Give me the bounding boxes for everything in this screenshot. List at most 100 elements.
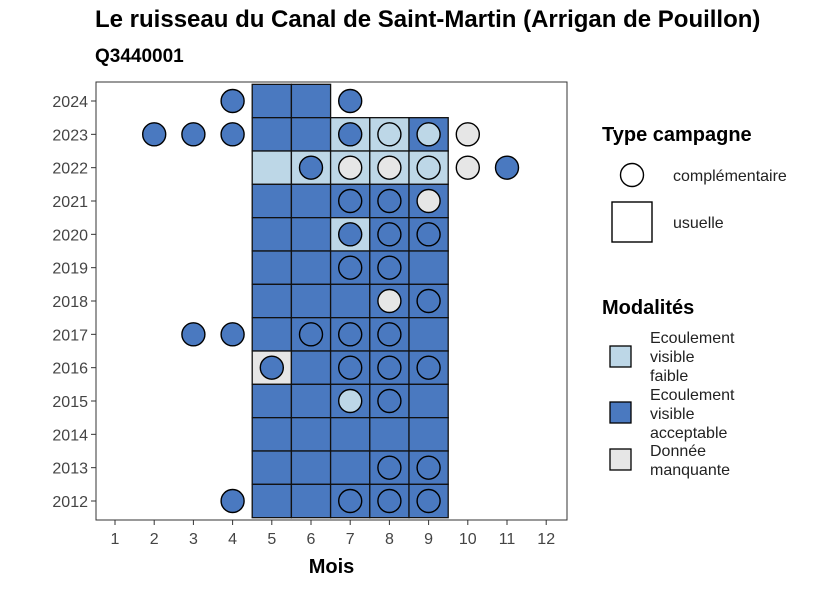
- complementaire-point-2021-7: [338, 188, 363, 214]
- legend-label-nd: Donnée: [650, 443, 706, 460]
- complementaire-point-2012-4: [220, 488, 245, 514]
- complementaire-point-2012-7: [338, 488, 363, 514]
- usuelle-cell-2021-5: [251, 183, 293, 219]
- complementaire-point-2016-9: [416, 355, 441, 380]
- usuelle-cell-2015-9: [408, 383, 449, 419]
- usuelle-cell-2018-6: [290, 283, 332, 319]
- complementaire-point-2022-8: [377, 155, 402, 180]
- legend-swatch-nd: [609, 448, 632, 471]
- complementaire-point-2021-9: [416, 188, 441, 214]
- complementaire-point-2013-8: [377, 455, 402, 480]
- legend-type-title: Type campagne: [602, 124, 752, 146]
- legend-usuelle-key: [611, 201, 653, 243]
- y-tick-label: 2019: [52, 261, 88, 278]
- complementaire-point-2019-7: [338, 255, 363, 280]
- complementaire-point-2023-9: [416, 122, 441, 147]
- complementaire-point-2023-3: [181, 122, 206, 147]
- usuelle-cell-2013-5: [251, 450, 293, 485]
- legend-label-acc: Ecoulement: [650, 387, 735, 404]
- complementaire-point-2022-6: [298, 155, 324, 180]
- complementaire-point-2022-11: [494, 155, 520, 180]
- complementaire-point-2017-3: [181, 322, 206, 347]
- complementaire-point-2020-8: [377, 222, 402, 247]
- complementaire-point-2016-8: [377, 355, 402, 380]
- complementaire-point-2013-9: [416, 455, 441, 480]
- y-tick-label: 2015: [52, 394, 88, 411]
- complementaire-point-2016-7: [338, 355, 363, 380]
- complementaire-point-2012-9: [416, 488, 441, 514]
- usuelle-cell-2017-9: [408, 317, 449, 352]
- legend-label-acc: visible: [650, 406, 695, 423]
- complementaire-point-2024-4: [220, 88, 245, 114]
- complementaire-point-2023-8: [377, 122, 402, 147]
- usuelle-cell-2020-5: [251, 217, 293, 252]
- usuelle-cell-2024-6: [290, 83, 332, 119]
- complementaire-point-2023-7: [338, 122, 363, 147]
- complementaire-point-2012-8: [377, 488, 402, 514]
- y-tick-label: 2024: [52, 94, 88, 111]
- y-tick-label: 2018: [52, 294, 88, 311]
- y-tick-label: 2016: [52, 361, 88, 378]
- chart-title: Le ruisseau du Canal de Saint-Martin (Ar…: [95, 6, 761, 33]
- complementaire-point-2019-8: [377, 255, 402, 280]
- usuelle-cell-2017-5: [251, 317, 293, 352]
- usuelle-cell-2019-6: [290, 250, 332, 285]
- x-tick-label: 2: [150, 531, 159, 548]
- y-tick-label: 2023: [52, 127, 88, 144]
- usuelle-cell-2024-5: [251, 83, 293, 119]
- complementaire-point-2017-6: [298, 322, 324, 347]
- complementaire-point-2023-10: [455, 122, 480, 147]
- x-axis-title: Mois: [309, 556, 355, 578]
- complementaire-point-2020-9: [416, 222, 441, 247]
- y-tick-label: 2012: [52, 494, 88, 511]
- complementaire-point-2023-2: [141, 122, 167, 147]
- usuelle-cell-2014-9: [408, 417, 449, 452]
- x-tick-label: 7: [346, 531, 355, 548]
- usuelle-cell-2013-7: [329, 450, 371, 485]
- complementaire-point-2022-7: [338, 155, 363, 180]
- usuelle-cell-2023-6: [290, 117, 332, 152]
- x-tick-label: 8: [385, 531, 394, 548]
- complementaire-point-2022-10: [455, 155, 480, 180]
- y-tick-label: 2021: [52, 194, 88, 211]
- complementaire-point-2016-5: [259, 355, 284, 380]
- complementaire-point-2024-7: [338, 88, 363, 114]
- usuelle-cell-2013-6: [290, 450, 332, 485]
- complementaire-point-2023-4: [220, 122, 245, 147]
- usuelle-cell-2014-6: [290, 417, 332, 452]
- x-tick-label: 9: [424, 531, 433, 548]
- complementaire-point-2020-7: [338, 222, 363, 247]
- legend-label-faible: Ecoulement: [650, 330, 735, 347]
- legend-swatch-faible: [609, 345, 632, 368]
- usuelle-cell-2015-5: [251, 383, 293, 419]
- usuelle-cell-2018-7: [329, 283, 371, 319]
- legend-swatch-acc: [609, 401, 632, 424]
- complementaire-point-2017-7: [338, 322, 363, 347]
- complementaire-point-2017-4: [220, 322, 245, 347]
- usuelle-cell-2022-5: [251, 150, 293, 185]
- legend-modalites-title: Modalités: [602, 297, 694, 319]
- usuelle-cell-2014-8: [369, 417, 410, 452]
- x-tick-label: 10: [459, 531, 477, 548]
- usuelle-cell-2014-5: [251, 417, 293, 452]
- complementaire-point-2015-7: [338, 388, 363, 414]
- x-tick-label: 6: [307, 531, 316, 548]
- usuelle-cell-2016-6: [290, 350, 332, 385]
- legend-label-faible: faible: [650, 368, 688, 385]
- complementaire-point-2021-8: [377, 188, 402, 214]
- x-tick-label: 4: [228, 531, 237, 548]
- legend-complementaire-key: [619, 162, 645, 188]
- usuelle-cell-2014-7: [329, 417, 371, 452]
- legend-usuelle-label: usuelle: [673, 215, 724, 232]
- x-tick-label: 5: [267, 531, 276, 548]
- usuelle-cell-2019-9: [408, 250, 449, 285]
- usuelle-cell-2018-5: [251, 283, 293, 319]
- y-tick-label: 2014: [52, 427, 88, 444]
- usuelle-cell-2020-6: [290, 217, 332, 252]
- complementaire-point-2017-8: [377, 322, 402, 347]
- x-tick-label: 1: [111, 531, 120, 548]
- usuelle-cell-2012-5: [251, 483, 293, 519]
- complementaire-point-2015-8: [377, 388, 402, 414]
- usuelle-cell-2015-6: [290, 383, 332, 419]
